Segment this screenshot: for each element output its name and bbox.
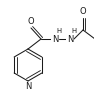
Text: N: N [52,34,58,43]
Text: H: H [71,28,76,34]
Text: O: O [28,17,34,26]
Text: H: H [56,28,61,34]
Text: O: O [80,7,86,16]
Text: N: N [25,82,31,91]
Text: N: N [67,34,73,43]
